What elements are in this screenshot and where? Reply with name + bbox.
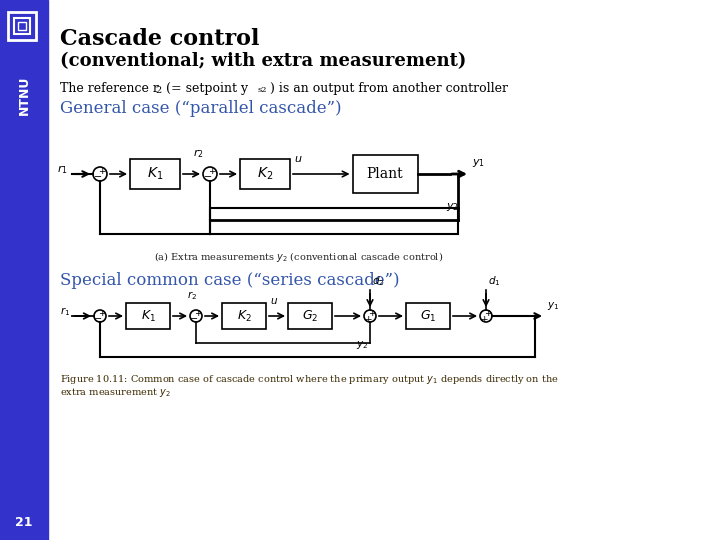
Bar: [14, 18, 30, 34]
Text: +: +: [208, 167, 216, 176]
Bar: [130, 159, 180, 189]
Text: $K_2$: $K_2$: [257, 166, 273, 182]
Text: 2: 2: [155, 86, 161, 95]
Text: −: −: [190, 314, 198, 324]
Text: $r_1$: $r_1$: [60, 306, 70, 319]
Text: $G_2$: $G_2$: [302, 308, 318, 323]
Text: $r_1$: $r_1$: [57, 164, 68, 177]
Bar: [240, 159, 290, 189]
Text: s2: s2: [258, 86, 268, 94]
Text: $K_2$: $K_2$: [237, 308, 251, 323]
Text: $r_2$: $r_2$: [187, 289, 197, 302]
Text: extra measurement $y_2$: extra measurement $y_2$: [60, 386, 171, 399]
Text: Special common case (“series cascade”): Special common case (“series cascade”): [60, 272, 400, 289]
Text: General case (“parallel cascade”): General case (“parallel cascade”): [60, 100, 341, 117]
Text: (= setpoint y: (= setpoint y: [162, 82, 248, 95]
Circle shape: [190, 310, 202, 322]
Text: +: +: [98, 167, 106, 176]
Text: +: +: [194, 309, 202, 318]
Text: $u$: $u$: [294, 154, 302, 164]
Text: $K_1$: $K_1$: [147, 166, 163, 182]
Text: NTNU: NTNU: [17, 75, 30, 114]
Text: $y_2$: $y_2$: [356, 339, 368, 351]
Text: $d_2$: $d_2$: [372, 274, 384, 288]
Text: +: +: [364, 314, 372, 323]
Text: +: +: [485, 309, 492, 318]
Text: (conventional; with extra measurement): (conventional; with extra measurement): [60, 52, 467, 70]
Text: $u$: $u$: [270, 296, 278, 306]
Text: −: −: [94, 172, 102, 182]
Bar: [18, 22, 26, 30]
Bar: [353, 155, 418, 193]
Text: Plant: Plant: [366, 167, 403, 181]
Circle shape: [364, 310, 376, 322]
Text: The reference r: The reference r: [60, 82, 159, 95]
Bar: [222, 303, 266, 329]
Text: (a) Extra measurements $y_2$ (conventional cascade control): (a) Extra measurements $y_2$ (convention…: [154, 250, 444, 264]
Bar: [210, 208, 458, 234]
Circle shape: [93, 167, 107, 181]
Text: $y_2$: $y_2$: [446, 201, 459, 213]
Text: ) is an output from another controller: ) is an output from another controller: [270, 82, 508, 95]
Circle shape: [94, 310, 106, 322]
Text: $y_1$: $y_1$: [472, 157, 485, 169]
Text: −: −: [204, 172, 212, 182]
Text: +: +: [480, 314, 487, 323]
Text: −: −: [94, 314, 102, 324]
Text: Figure 10.11: Common case of cascade control where the primary output $y_1$ depe: Figure 10.11: Common case of cascade con…: [60, 373, 559, 386]
Circle shape: [203, 167, 217, 181]
Text: $r_2$: $r_2$: [193, 147, 204, 160]
Bar: [126, 303, 170, 329]
Text: Cascade control: Cascade control: [60, 28, 259, 50]
Bar: [8, 12, 36, 40]
Bar: [288, 303, 332, 329]
Text: +: +: [98, 309, 106, 318]
Text: 21: 21: [15, 516, 32, 529]
Bar: [406, 303, 450, 329]
Bar: [0, 0, 48, 540]
Text: $G_1$: $G_1$: [420, 308, 436, 323]
Text: +: +: [368, 309, 376, 318]
Circle shape: [480, 310, 492, 322]
Text: $d_1$: $d_1$: [488, 274, 500, 288]
Text: $K_1$: $K_1$: [140, 308, 156, 323]
Text: $y_1$: $y_1$: [547, 300, 559, 312]
